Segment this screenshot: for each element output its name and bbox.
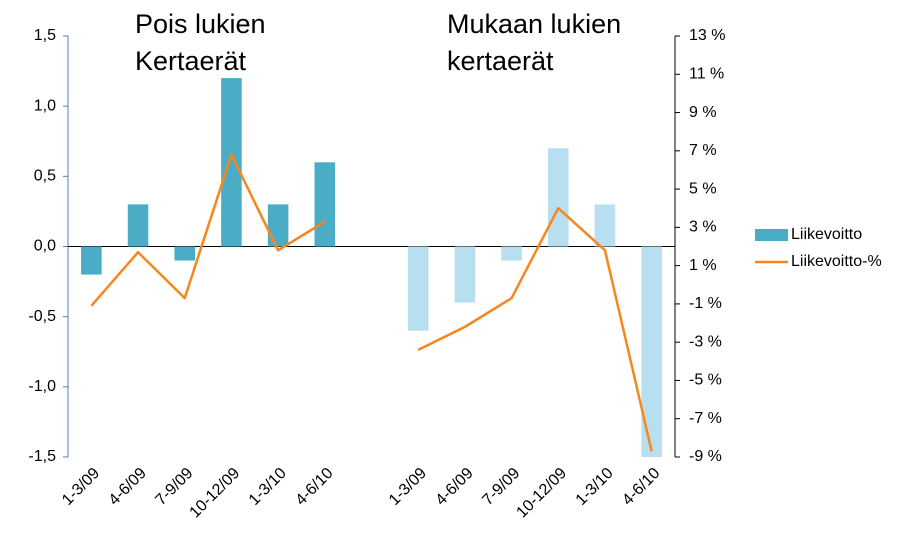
bar [501,246,522,261]
y2-tick-label: -5 % [689,372,722,389]
bar [547,148,569,247]
y2-tick-label: 7 % [689,142,717,159]
x-tick-label: 4-6/10 [619,465,663,509]
x-tick-label: 10-12/09 [513,465,570,522]
y2-tick-label: 1 % [689,257,717,274]
x-tick-label: 4-6/09 [433,465,477,509]
x-tick-label: 7-9/09 [479,465,523,509]
bar [221,78,242,247]
annotation: Kertaerät [135,46,247,76]
y2-tick-label: -1 % [689,295,722,312]
y2-tick-label: 13 % [689,27,725,44]
y2-tick-label: -3 % [689,333,722,350]
x-tick-label: 1-3/10 [573,465,617,509]
legend-label: Liikevoitto [791,226,862,243]
y2-tick-label: 11 % [689,65,724,82]
bar [314,162,336,247]
bar [641,246,662,457]
annotation: Pois lukien [135,9,266,39]
y-tick-label: 0,5 [34,168,56,185]
x-tick-label: 1-3/09 [386,465,430,509]
bar [407,246,429,331]
bar [454,246,476,303]
x-tick-label: 4-6/10 [293,465,337,509]
y2-tick-label: 9 % [689,104,717,121]
bar [267,204,289,247]
bar [174,246,196,261]
bar [81,246,102,275]
annotation: Mukaan lukien [447,9,621,39]
y-tick-label: 1,0 [34,97,56,114]
x-tick-label: 1-3/10 [246,465,290,509]
y2-tick-label: -7 % [689,410,722,427]
y-tick-label: -0,5 [28,308,56,325]
bar [127,204,149,247]
y2-tick-label: -9 % [689,448,722,465]
legend-swatch [755,229,788,241]
x-tick-label: 7-9/09 [152,465,196,509]
y2-tick-label: 3 % [689,219,717,236]
annotation: kertaerät [447,46,554,76]
bar [594,204,616,247]
y-tick-label: -1,5 [28,448,56,465]
y2-tick-label: 5 % [689,180,717,197]
legend-label: Liikevoitto-% [791,253,882,270]
x-tick-label: 4-6/09 [106,465,150,509]
x-tick-label: 10-12/09 [187,465,244,522]
y-tick-label: 1,5 [34,27,56,44]
y-tick-label: 0,0 [34,238,56,255]
line [90,153,653,452]
x-tick-label: 1-3/09 [59,465,103,509]
y-tick-label: -1,0 [28,378,56,395]
